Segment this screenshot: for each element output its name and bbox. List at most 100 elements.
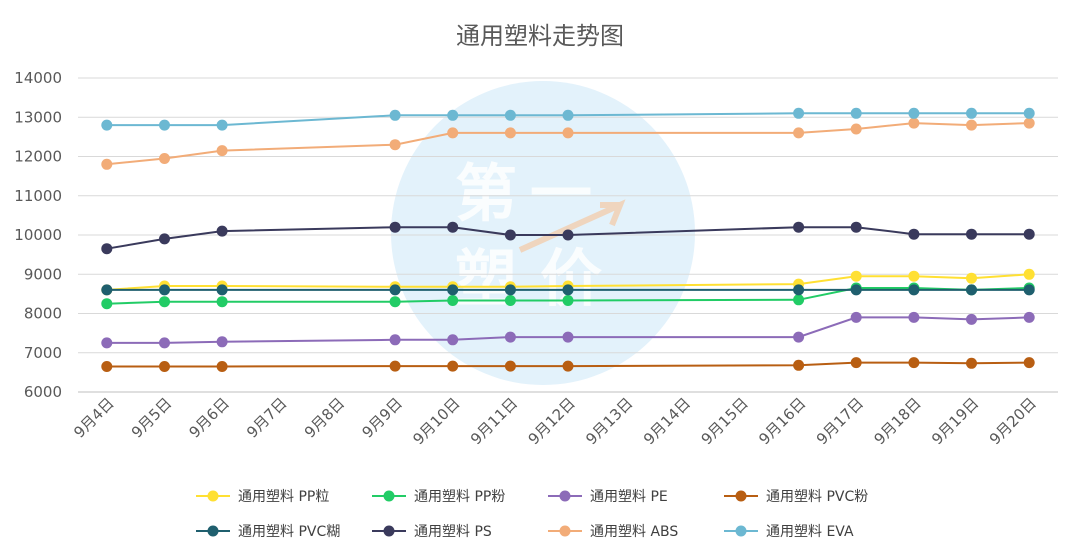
data-point [504, 284, 516, 296]
x-axis: 9月4日 9月5日 9月6日 9月7日 9月8日 9月9日 9月10日 9月11日 9月12日 9… [70, 394, 1040, 448]
data-point [504, 229, 516, 241]
data-point [793, 359, 805, 371]
y-tick-label: 14000 [14, 69, 62, 87]
data-point [447, 127, 459, 139]
legend-item: 通用塑料 PE [548, 489, 668, 505]
y-axis: 6000 7000 8000 9000 10000 11000 12000 13000 1400… [14, 69, 62, 401]
data-point [966, 107, 977, 119]
data-point [101, 119, 113, 131]
series-group [101, 284, 1035, 296]
data-point [1023, 107, 1035, 119]
y-tick-label: 7000 [24, 344, 62, 362]
data-point [850, 107, 862, 119]
data-point [101, 298, 113, 310]
legend-swatch-marker [735, 525, 747, 537]
data-point [389, 284, 401, 296]
legend-swatch-marker [383, 490, 395, 502]
chart-title: 通用塑料走势图 [456, 22, 624, 50]
data-point [504, 127, 516, 139]
x-tick-label: 9月5日 [128, 394, 175, 441]
data-point [159, 153, 170, 164]
data-point [908, 117, 920, 129]
data-point [793, 284, 805, 296]
x-tick-label: 9月20日 [986, 394, 1040, 448]
data-point [966, 284, 977, 296]
legend-item: 通用塑料 PP粒 [196, 489, 329, 505]
data-point [447, 109, 459, 121]
data-point [447, 221, 459, 233]
legend-swatch-marker [559, 525, 571, 537]
data-point [1023, 311, 1035, 323]
data-point [216, 119, 228, 131]
data-point [793, 107, 805, 119]
data-point [1023, 268, 1035, 280]
y-tick-label: 9000 [24, 265, 62, 283]
series-line [106, 287, 1030, 305]
data-point [850, 311, 862, 323]
x-tick-label: 9月15日 [698, 394, 752, 448]
legend-swatch-marker [207, 525, 219, 537]
data-point [850, 357, 862, 369]
data-point [793, 221, 805, 233]
y-tick-label: 12000 [14, 148, 62, 166]
data-point [101, 243, 113, 255]
data-point [159, 119, 170, 131]
x-tick-label: 9月14日 [640, 394, 694, 448]
legend-label: 通用塑料 PVC粉 [766, 489, 868, 505]
series-group [101, 117, 1035, 170]
legend-label: 通用塑料 ABS [590, 524, 678, 540]
data-point [504, 331, 516, 343]
legend-label: 通用塑料 PP粒 [238, 489, 329, 505]
data-point [562, 360, 574, 372]
data-point [159, 233, 170, 245]
data-point [908, 107, 920, 119]
series-line [106, 361, 1030, 368]
data-point [447, 295, 459, 306]
data-point [562, 127, 574, 139]
data-point [908, 228, 920, 240]
y-tick-label: 10000 [14, 226, 62, 244]
series-group [101, 357, 1035, 372]
data-point [216, 361, 228, 372]
data-point [1023, 228, 1035, 240]
data-point [1023, 357, 1035, 369]
svg-text:第: 第 [455, 157, 517, 230]
data-point [793, 127, 805, 139]
x-tick-label: 9月13日 [582, 394, 636, 448]
data-point [908, 357, 920, 369]
data-point [216, 284, 228, 296]
svg-text:一: 一 [530, 157, 592, 230]
x-tick-label: 9月6日 [186, 394, 233, 441]
data-point [850, 221, 862, 233]
series-line [106, 226, 1030, 250]
legend-label: 通用塑料 PS [414, 524, 492, 540]
data-point [101, 361, 113, 372]
y-tick-label: 11000 [14, 187, 62, 205]
data-point [966, 357, 977, 369]
x-tick-label: 9月4日 [70, 394, 117, 441]
data-point [159, 284, 170, 296]
data-point [966, 313, 977, 325]
x-tick-label: 9月18日 [871, 394, 925, 448]
data-point [850, 270, 862, 282]
data-point [447, 334, 459, 346]
data-point [562, 331, 574, 343]
legend-swatch-marker [559, 490, 571, 502]
data-point [850, 284, 862, 296]
legend-item: 通用塑料 PVC粉 [724, 489, 868, 505]
data-point [216, 296, 228, 308]
data-point [1023, 117, 1035, 129]
legend-swatch-marker [383, 525, 395, 537]
data-point [447, 360, 459, 372]
series-line [106, 273, 1030, 291]
x-tick-label: 9月10日 [409, 394, 463, 448]
data-point [562, 284, 574, 296]
data-point [966, 119, 977, 131]
data-point [562, 229, 574, 241]
legend-item: 通用塑料 PP粉 [372, 489, 505, 505]
data-point [908, 270, 920, 282]
legend-item: 通用塑料 EVA [724, 524, 854, 540]
legend-label: 通用塑料 PP粉 [414, 489, 505, 505]
